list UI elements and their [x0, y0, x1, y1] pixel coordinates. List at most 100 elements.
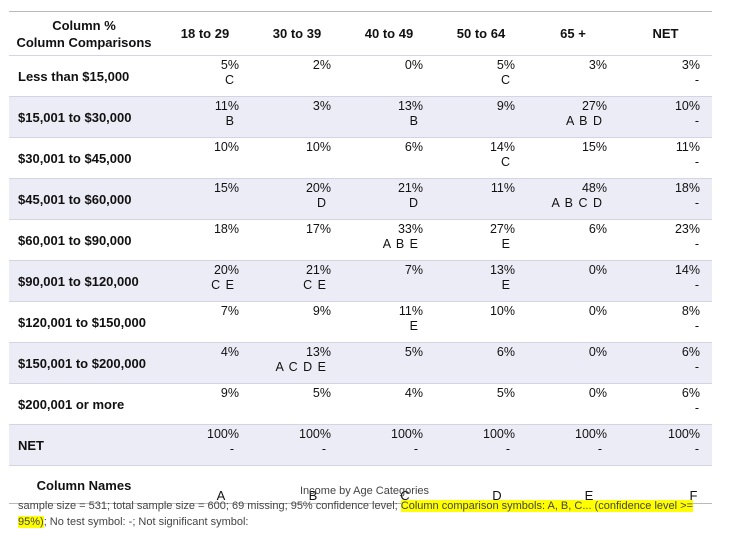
cell-percent: 18% — [674, 181, 700, 195]
cell-percent: 0% — [588, 386, 607, 400]
cell-significance: - — [694, 442, 700, 456]
table-cell: 18% — [159, 220, 251, 261]
table-cell: 21% C E — [251, 261, 343, 302]
row-label: $30,001 to $45,000 — [18, 150, 132, 166]
table-cell: 0% — [527, 384, 619, 425]
column-header: 30 to 39 — [272, 26, 322, 41]
cell-content: 8% - — [619, 302, 712, 342]
cell-significance: B — [409, 114, 419, 128]
cell-percent: 13% — [397, 99, 423, 113]
cell-percent: 100% — [299, 427, 331, 441]
cell-content: 3% — [527, 56, 619, 96]
cell-content: 13% A C D E — [251, 343, 343, 383]
cell-significance: D — [316, 196, 327, 210]
table-cell: 21% D — [343, 179, 435, 220]
cell-percent: 3% — [588, 58, 607, 72]
table-cell: 5% — [435, 384, 527, 425]
table-cell: 100% - — [251, 425, 343, 466]
table-cell: 8% - — [619, 302, 712, 343]
table-cell: 100% - — [343, 425, 435, 466]
cell-content: 100% - — [619, 425, 712, 465]
column-header: 65 + — [560, 26, 586, 41]
table-cell: 5% — [343, 343, 435, 384]
cell-significance: D — [408, 196, 419, 210]
table-cell: 15% — [159, 179, 251, 220]
cell-percent: 21% — [397, 181, 423, 195]
column-header: NET — [652, 26, 679, 41]
cell-percent: 5% — [312, 386, 331, 400]
footnote-text: ; No test symbol: -; Not significant sym… — [43, 516, 249, 528]
column-name-cell: C — [343, 466, 435, 504]
cell-content: 5% C — [159, 56, 251, 96]
footnote-text: sample size = 531; total sample size = 6… — [18, 500, 401, 512]
cell-percent: 5% — [404, 345, 423, 359]
cell-content: 21% D — [343, 179, 435, 219]
cell-percent: 21% — [305, 263, 331, 277]
cell-content: 6% — [343, 138, 435, 178]
corner-header-line1: Column % — [52, 17, 116, 33]
cell-content: 11% — [435, 179, 527, 219]
cell-significance: A B E — [382, 237, 419, 251]
table-cell: 11% — [435, 179, 527, 220]
cell-content: 18% — [159, 220, 251, 260]
table-cell: 20% C E — [159, 261, 251, 302]
table-cell: 33% A B E — [343, 220, 435, 261]
row-label: $60,001 to $90,000 — [18, 232, 132, 248]
cell-content: 7% — [159, 302, 251, 342]
cell-percent: 10% — [674, 99, 700, 113]
cell-content: 100% - — [527, 425, 619, 465]
cell-percent: 10% — [305, 140, 331, 154]
cell-percent: 33% — [397, 222, 423, 236]
cell-percent: 20% — [213, 263, 239, 277]
table-cell: 10% — [251, 138, 343, 179]
row-label: $120,001 to $150,000 — [18, 314, 146, 330]
table-cell: 17% — [251, 220, 343, 261]
cell-significance: - — [413, 442, 419, 456]
cell-content: 10% — [251, 138, 343, 178]
table-cell: 9% — [435, 97, 527, 138]
table-cell: 27% E — [435, 220, 527, 261]
table-cell: 48% A B C D — [527, 179, 619, 220]
cell-percent: 6% — [588, 222, 607, 236]
cell-significance: - — [505, 442, 511, 456]
table-cell: 2% — [251, 56, 343, 97]
cell-percent: 18% — [213, 222, 239, 236]
cell-percent: 3% — [312, 99, 331, 113]
cell-percent: 5% — [496, 58, 515, 72]
table-cell: 20% D — [251, 179, 343, 220]
cell-significance: - — [321, 442, 327, 456]
column-name-letter: B — [308, 488, 318, 503]
table-cell: 6% — [343, 138, 435, 179]
table-row: $60,001 to $90,000 18% 17% 33% A B E 27% E 6% 23… — [9, 219, 712, 261]
table-cell: 9% — [159, 384, 251, 425]
cell-percent: 0% — [588, 345, 607, 359]
cell-percent: 27% — [581, 99, 607, 113]
cell-content: 100% - — [435, 425, 527, 465]
cell-percent: 17% — [305, 222, 331, 236]
table-cell: 14% C — [435, 138, 527, 179]
table-cell: 3% — [527, 56, 619, 97]
header-row: Column % Column Comparisons 18 to 29 30 … — [9, 11, 712, 56]
cell-content: 10% — [435, 302, 527, 342]
cell-content: 2% — [251, 56, 343, 96]
table-cell: 0% — [527, 343, 619, 384]
table-cell: 13% A C D E — [251, 343, 343, 384]
cell-content: 100% - — [251, 425, 343, 465]
cell-percent: 9% — [220, 386, 239, 400]
cell-content: 20% D — [251, 179, 343, 219]
table-cell: 4% — [343, 384, 435, 425]
table-cell: 15% — [527, 138, 619, 179]
cell-percent: 6% — [681, 345, 700, 359]
table-cell: 100% - — [619, 425, 712, 466]
cell-percent: 2% — [312, 58, 331, 72]
table-row: NET 100% -100% -100% -100% -100% -100% - — [9, 424, 712, 466]
cell-percent: 5% — [220, 58, 239, 72]
cell-significance: - — [694, 360, 700, 374]
cell-percent: 0% — [588, 304, 607, 318]
cell-percent: 14% — [674, 263, 700, 277]
cell-significance: C E — [303, 278, 327, 292]
cell-percent: 6% — [404, 140, 423, 154]
cell-significance: - — [229, 442, 235, 456]
cell-content: 33% A B E — [343, 220, 435, 260]
cell-content: 0% — [527, 302, 619, 342]
